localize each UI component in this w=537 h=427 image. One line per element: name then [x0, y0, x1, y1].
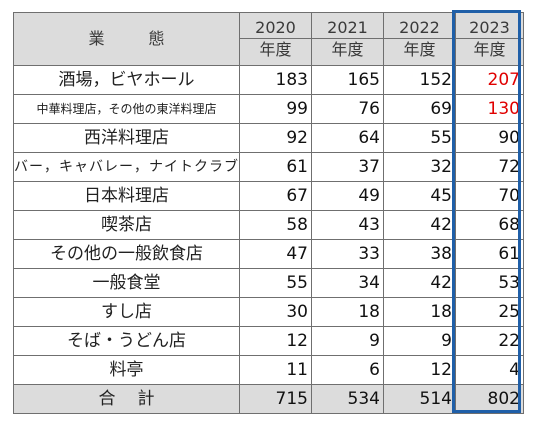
category-name: その他の一般飲食店: [13, 239, 240, 269]
year-header-2022: 2022: [383, 12, 456, 39]
table-row: 中華料理店，その他の東洋料理店 99 76 69 130: [13, 94, 524, 124]
header-row-years: 業 態 2020 2021 2022 2023: [13, 12, 524, 66]
category-name: 日本料理店: [13, 181, 240, 211]
value-2022: 42: [383, 268, 456, 298]
value-2022: 152: [383, 65, 456, 95]
category-name: そば・うどん店: [13, 326, 240, 356]
restaurant-count-table: 業 態 2020 2021 2022 2023 年度 年度 年度 年度 酒場，ビ…: [13, 12, 524, 414]
value-2023: 130: [455, 94, 524, 124]
value-2022: 42: [383, 210, 456, 240]
category-name: 中華料理店，その他の東洋料理店: [13, 94, 240, 124]
value-2020: 30: [239, 297, 312, 327]
table-row: その他の一般飲食店 47 33 38 61: [13, 239, 524, 269]
value-2021: 76: [311, 94, 384, 124]
value-2023: 70: [455, 181, 524, 211]
value-2020: 11: [239, 355, 312, 385]
category-column-header: 業 態: [13, 12, 240, 66]
year-header-2023: 2023: [455, 12, 524, 39]
value-2021: 64: [311, 123, 384, 153]
table-row: 一般食堂 55 34 42 53: [13, 268, 524, 298]
category-name: 一般食堂: [13, 268, 240, 298]
value-2022: 18: [383, 297, 456, 327]
value-2021: 49: [311, 181, 384, 211]
category-name: 料亭: [13, 355, 240, 385]
unit-header-2021: 年度: [311, 38, 384, 66]
table-row: すし店 30 18 18 25: [13, 297, 524, 327]
value-2023: 4: [455, 355, 524, 385]
table-row: 喫茶店 58 43 42 68: [13, 210, 524, 240]
year-header-2021: 2021: [311, 12, 384, 39]
year-header-2020: 2020: [239, 12, 312, 39]
value-2022: 45: [383, 181, 456, 211]
value-2022: 38: [383, 239, 456, 269]
table-row: 料亭 11 6 12 4: [13, 355, 524, 385]
category-name: 酒場，ビヤホール: [13, 65, 240, 95]
value-2021: 18: [311, 297, 384, 327]
value-2023: 72: [455, 152, 524, 182]
value-2023: 22: [455, 326, 524, 356]
value-2022: 9: [383, 326, 456, 356]
value-2022: 55: [383, 123, 456, 153]
unit-header-2022: 年度: [383, 38, 456, 66]
value-2020: 183: [239, 65, 312, 95]
value-2020: 47: [239, 239, 312, 269]
value-2021: 37: [311, 152, 384, 182]
header-row-units: 年度 年度 年度 年度: [14, 38, 524, 66]
value-2020: 55: [239, 268, 312, 298]
value-2023: 53: [455, 268, 524, 298]
value-2021: 6: [311, 355, 384, 385]
category-name: 喫茶店: [13, 210, 240, 240]
value-2022: 32: [383, 152, 456, 182]
unit-header-2020: 年度: [239, 38, 312, 66]
value-2021: 33: [311, 239, 384, 269]
category-name: 西洋料理店: [13, 123, 240, 153]
table-row: そば・うどん店 12 9 9 22: [13, 326, 524, 356]
unit-header-2023: 年度: [455, 38, 524, 66]
table-row: 酒場，ビヤホール 183 165 152 207: [13, 65, 524, 95]
value-2020: 61: [239, 152, 312, 182]
category-name: すし店: [13, 297, 240, 327]
total-row: 合計 715 534 514 802: [13, 384, 524, 414]
table-row: 西洋料理店 92 64 55 90: [13, 123, 524, 153]
value-2021: 34: [311, 268, 384, 298]
value-2021: 165: [311, 65, 384, 95]
value-2020: 58: [239, 210, 312, 240]
value-2023: 90: [455, 123, 524, 153]
table-row: バー，キャバレー，ナイトクラブ 61 37 32 72: [13, 152, 524, 182]
value-2020: 92: [239, 123, 312, 153]
table-row: 日本料理店 67 49 45 70: [13, 181, 524, 211]
total-label: 合計: [13, 384, 240, 414]
value-2022: 12: [383, 355, 456, 385]
total-2020: 715: [239, 384, 312, 414]
value-2021: 43: [311, 210, 384, 240]
total-2022: 514: [383, 384, 456, 414]
value-2020: 12: [239, 326, 312, 356]
value-2020: 67: [239, 181, 312, 211]
value-2023: 61: [455, 239, 524, 269]
value-2022: 69: [383, 94, 456, 124]
value-2021: 9: [311, 326, 384, 356]
value-2023: 207: [455, 65, 524, 95]
value-2023: 25: [455, 297, 524, 327]
total-2023: 802: [455, 384, 524, 414]
value-2023: 68: [455, 210, 524, 240]
value-2020: 99: [239, 94, 312, 124]
total-2021: 534: [311, 384, 384, 414]
category-name: バー，キャバレー，ナイトクラブ: [13, 152, 240, 182]
